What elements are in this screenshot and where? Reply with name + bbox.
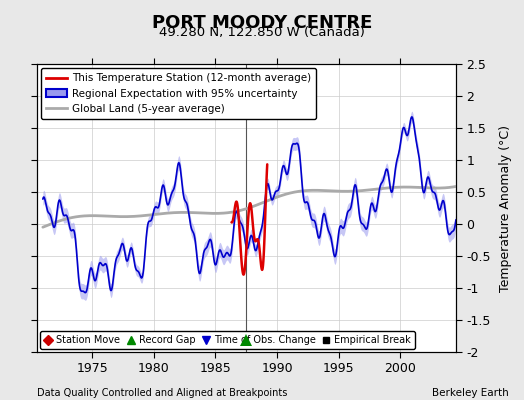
- Text: PORT MOODY CENTRE: PORT MOODY CENTRE: [152, 14, 372, 32]
- Text: Berkeley Earth: Berkeley Earth: [432, 388, 508, 398]
- Y-axis label: Temperature Anomaly (°C): Temperature Anomaly (°C): [499, 124, 512, 292]
- Text: 49.280 N, 122.850 W (Canada): 49.280 N, 122.850 W (Canada): [159, 26, 365, 39]
- Legend: Station Move, Record Gap, Time of Obs. Change, Empirical Break: Station Move, Record Gap, Time of Obs. C…: [40, 331, 414, 349]
- Text: Data Quality Controlled and Aligned at Breakpoints: Data Quality Controlled and Aligned at B…: [37, 388, 287, 398]
